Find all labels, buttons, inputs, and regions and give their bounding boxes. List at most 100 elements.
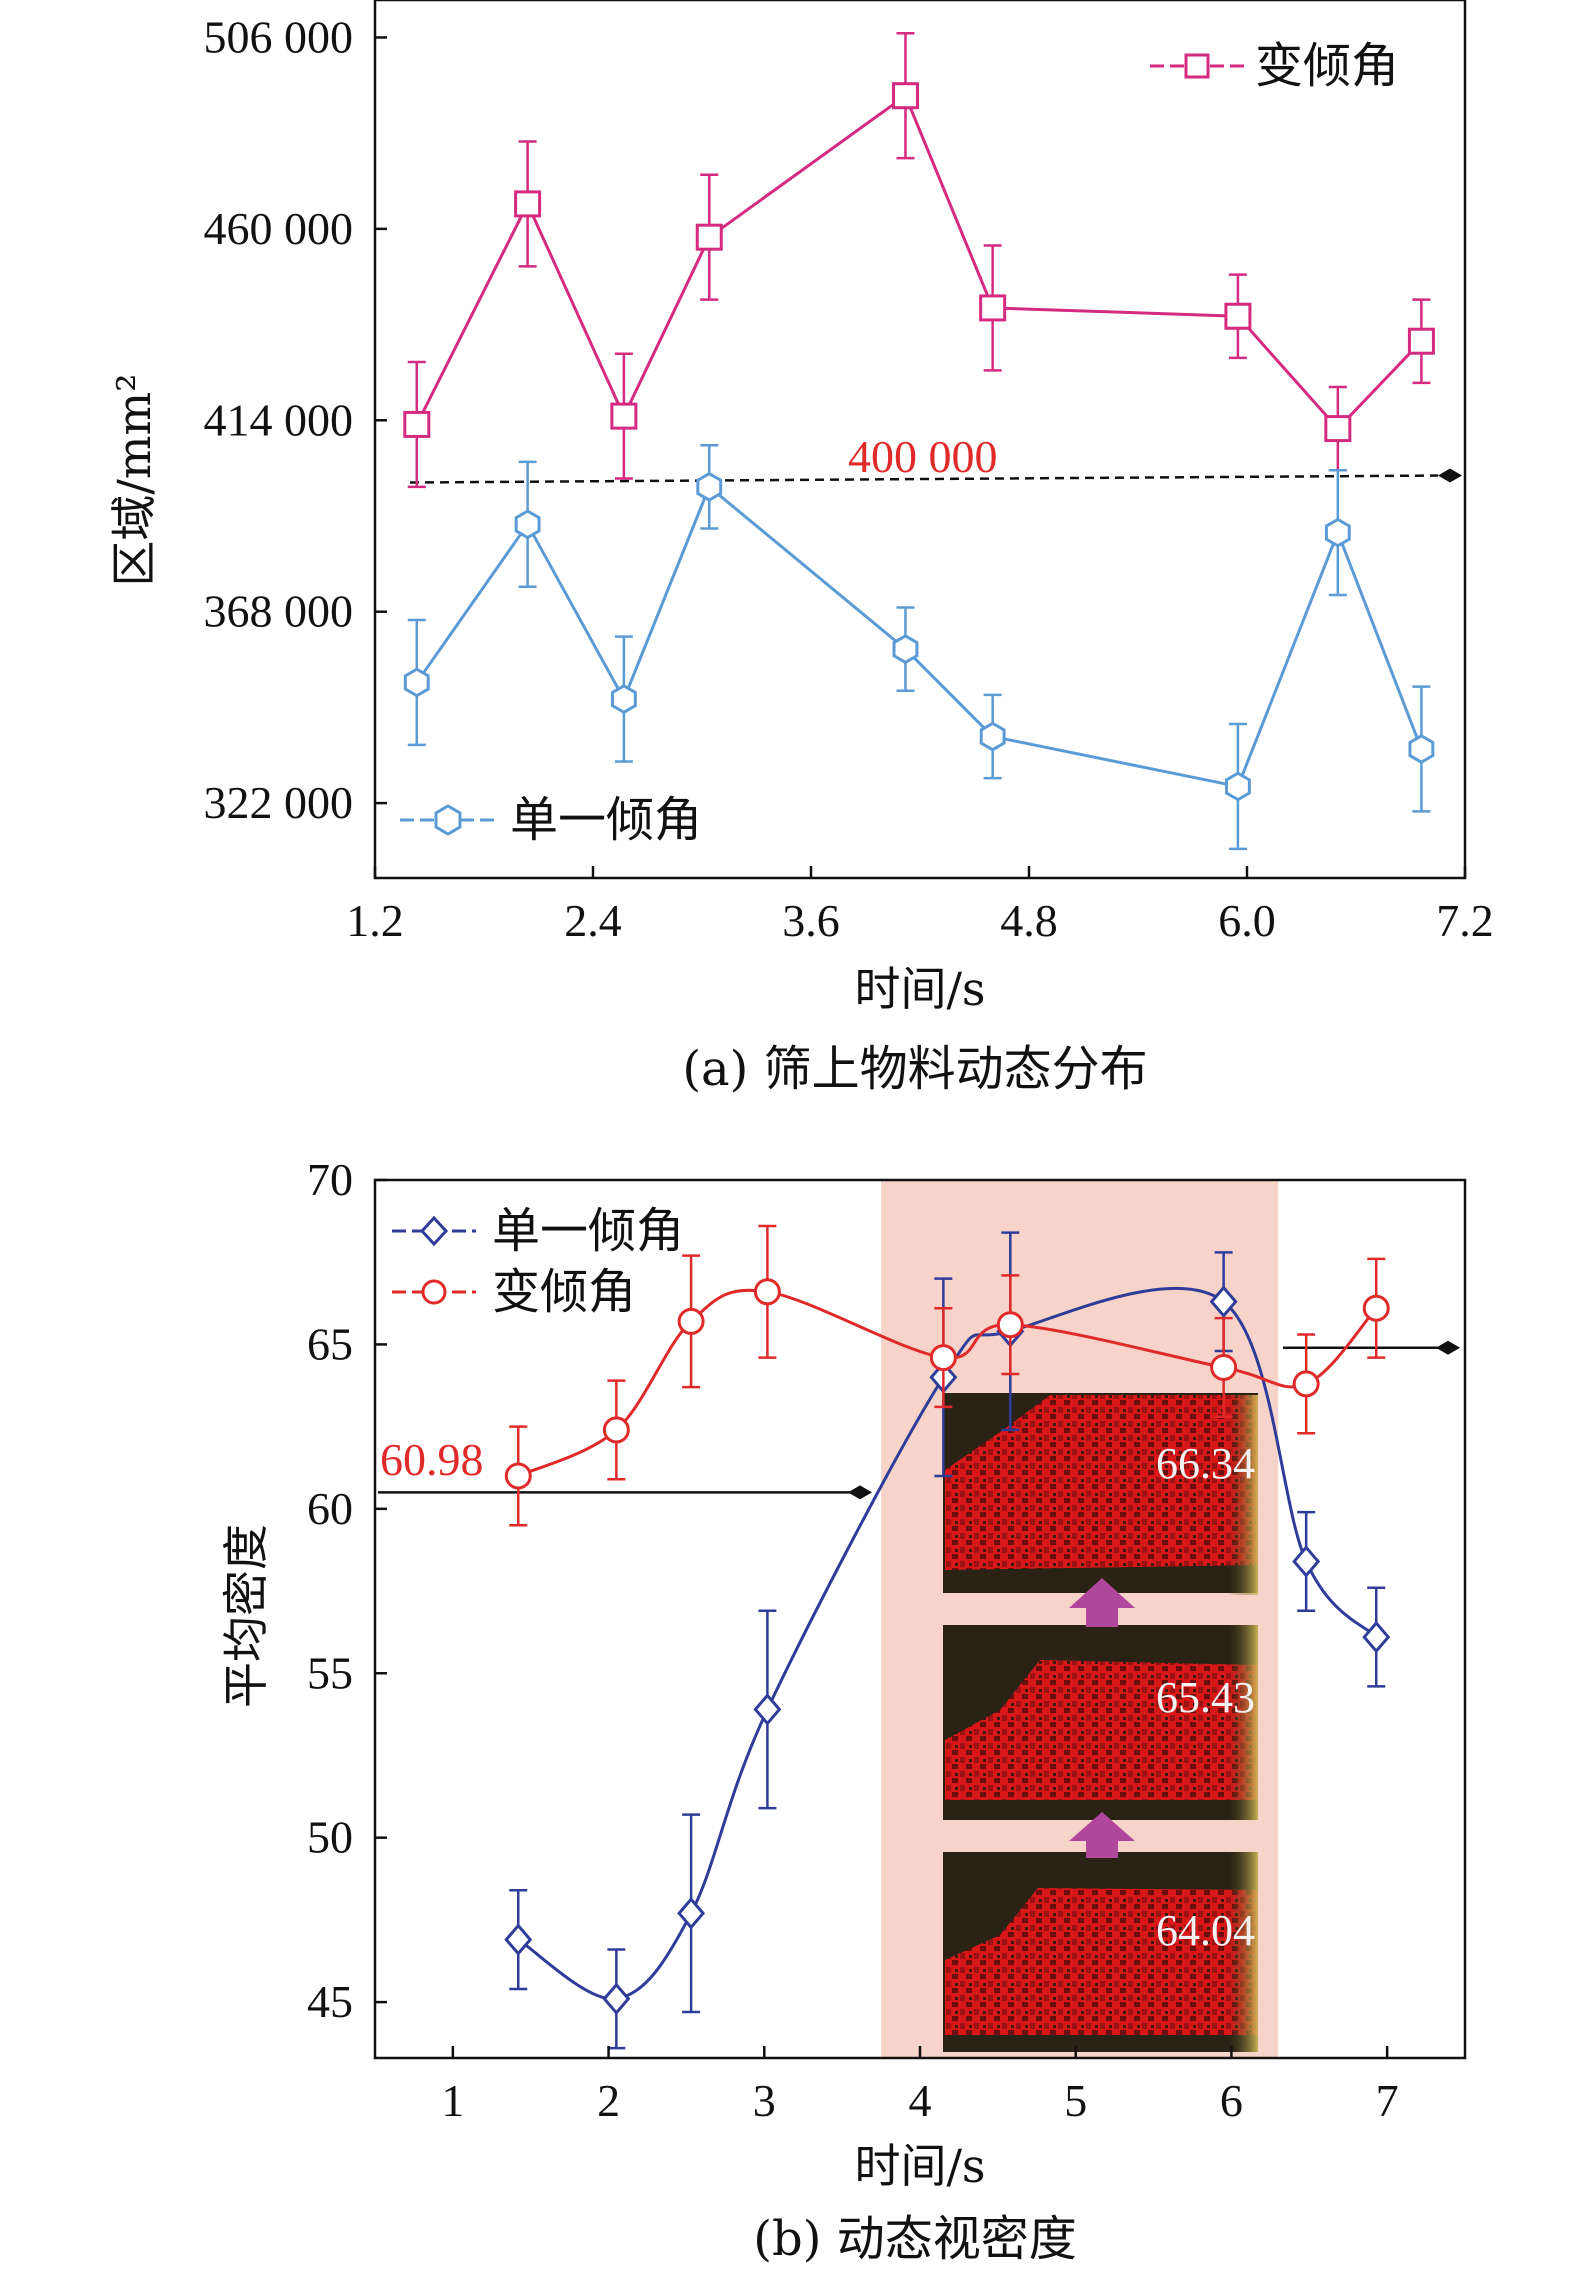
inset-label-top: 66.34	[1156, 1439, 1255, 1488]
hexagon-marker	[1408, 734, 1435, 764]
square-marker	[695, 223, 723, 251]
y-tick-label: 70	[307, 1154, 353, 1205]
x-tick-label: 1	[441, 2075, 464, 2126]
x-tick-label: 6.0	[1218, 895, 1276, 946]
hexagon-marker	[1324, 517, 1351, 548]
inset-label-middle: 65.43	[1156, 1673, 1255, 1722]
line-end-marker	[1436, 1340, 1460, 1355]
circle-marker	[1292, 1370, 1320, 1398]
panel-b-series	[504, 1224, 1391, 2050]
y-tick-label: 506 000	[204, 11, 354, 62]
square-marker	[514, 190, 542, 218]
hexagon-marker	[696, 471, 723, 502]
legend-diamond-marker	[419, 1215, 449, 1247]
panel-a-series	[403, 32, 1435, 851]
hexagon-marker	[403, 667, 430, 698]
panel-a-legend-variable: 变倾角	[1150, 38, 1399, 94]
x-tick-label: 2.4	[564, 895, 622, 946]
reference-line-label-b: 60.98	[380, 1434, 484, 1485]
hexagon-marker	[979, 721, 1006, 752]
legend-circle-marker	[421, 1279, 447, 1305]
panel-a-caption: (a) 筛上物料动态分布	[682, 1041, 1147, 1097]
circle-marker	[602, 1416, 630, 1444]
x-tick-label: 6	[1220, 2075, 1243, 2126]
line-end-marker	[1438, 468, 1462, 483]
line-end-marker	[848, 1485, 872, 1500]
hexagon-marker	[514, 509, 541, 540]
x-tick-label: 3	[753, 2075, 776, 2126]
circle-marker	[929, 1344, 957, 1372]
circle-marker	[677, 1307, 705, 1335]
panel-a-x-axis-title: 时间/s	[854, 962, 985, 1016]
circle-marker	[1362, 1294, 1390, 1322]
square-marker	[979, 294, 1007, 322]
x-tick-label: 4	[909, 2075, 932, 2126]
x-tick-label: 5	[1064, 2075, 1087, 2126]
diamond-marker	[677, 1897, 706, 1930]
legend-label-single: 单一倾角	[510, 792, 702, 848]
diamond-marker	[602, 1982, 631, 2016]
y-tick-label: 45	[307, 1976, 353, 2027]
panel-a-ticks: 1.2 2.4 3.6 4.8 6.0 7.2 322 000 368 000 414 000 4…	[204, 11, 1494, 946]
square-marker	[403, 410, 431, 438]
circle-marker	[753, 1278, 781, 1306]
y-tick-label: 414 000	[204, 394, 354, 445]
y-tick-label: 50	[307, 1812, 353, 1863]
reference-line-400000	[409, 468, 1462, 484]
circle-marker	[1210, 1353, 1238, 1381]
y-tick-label: 460 000	[204, 203, 354, 254]
y-tick-label: 55	[307, 1647, 353, 1698]
up-arrow-icon	[1069, 1812, 1135, 1858]
panel-a-legend-single: 单一倾角	[400, 792, 702, 848]
square-marker	[610, 402, 638, 430]
inset-label-bottom: 64.04	[1156, 1906, 1255, 1955]
dashed-reference-line	[409, 474, 1439, 484]
panel-a: 1.2 2.4 3.6 4.8 6.0 7.2 322 000 368 000 414 000 4…	[107, 0, 1494, 1097]
square-marker	[891, 82, 919, 110]
diamond-marker	[1292, 1545, 1321, 1578]
diamond-marker	[504, 1923, 533, 1956]
circle-marker	[996, 1311, 1024, 1339]
hexagon-marker	[892, 634, 919, 665]
diamond-marker	[753, 1693, 782, 1726]
x-tick-label: 1.2	[346, 895, 404, 946]
up-arrow-icon	[1069, 1578, 1135, 1627]
series-line	[415, 93, 1423, 431]
x-tick-label: 3.6	[782, 895, 840, 946]
legend-label-variable-b: 变倾角	[492, 1264, 636, 1320]
reference-line-60-98	[378, 1340, 1460, 1500]
reference-line-label: 400 000	[848, 431, 998, 482]
panel-a-y-axis-title: 区域/mm²	[107, 373, 161, 586]
diamond-marker	[1209, 1285, 1238, 1318]
panel-b-caption: (b) 动态视密度	[753, 2211, 1076, 2267]
circle-marker	[504, 1462, 532, 1490]
y-tick-label: 368 000	[204, 586, 354, 637]
series-line	[415, 484, 1423, 789]
hexagon-marker	[1224, 771, 1251, 802]
square-marker	[1407, 327, 1435, 355]
legend-label-variable: 变倾角	[1255, 38, 1399, 94]
hexagon-marker	[610, 684, 637, 715]
y-tick-label: 322 000	[204, 777, 354, 828]
inset-image-top: 66.34	[943, 1393, 1258, 1595]
legend-label-single-b: 单一倾角	[492, 1203, 684, 1259]
square-marker	[1324, 415, 1352, 443]
y-tick-label: 60	[307, 1483, 353, 1534]
inset-image-bottom: 64.04	[943, 1852, 1258, 2052]
legend-hexagon-marker	[434, 804, 462, 836]
y-tick-label: 65	[307, 1318, 353, 1369]
x-tick-label: 2	[597, 2075, 620, 2126]
panel-b-y-axis-title: 平均密度	[219, 1524, 273, 1708]
x-tick-label: 4.8	[1000, 895, 1058, 946]
diamond-marker	[1362, 1620, 1391, 1654]
x-tick-label: 7	[1376, 2075, 1399, 2126]
square-marker	[1224, 302, 1252, 330]
x-tick-label: 7.2	[1436, 895, 1494, 946]
legend-square-marker	[1184, 53, 1210, 79]
panel-a-frame	[373, 0, 1467, 880]
panel-b-x-axis-title: 时间/s	[854, 2139, 985, 2193]
panel-b-legend: 单一倾角 变倾角	[392, 1203, 684, 1320]
